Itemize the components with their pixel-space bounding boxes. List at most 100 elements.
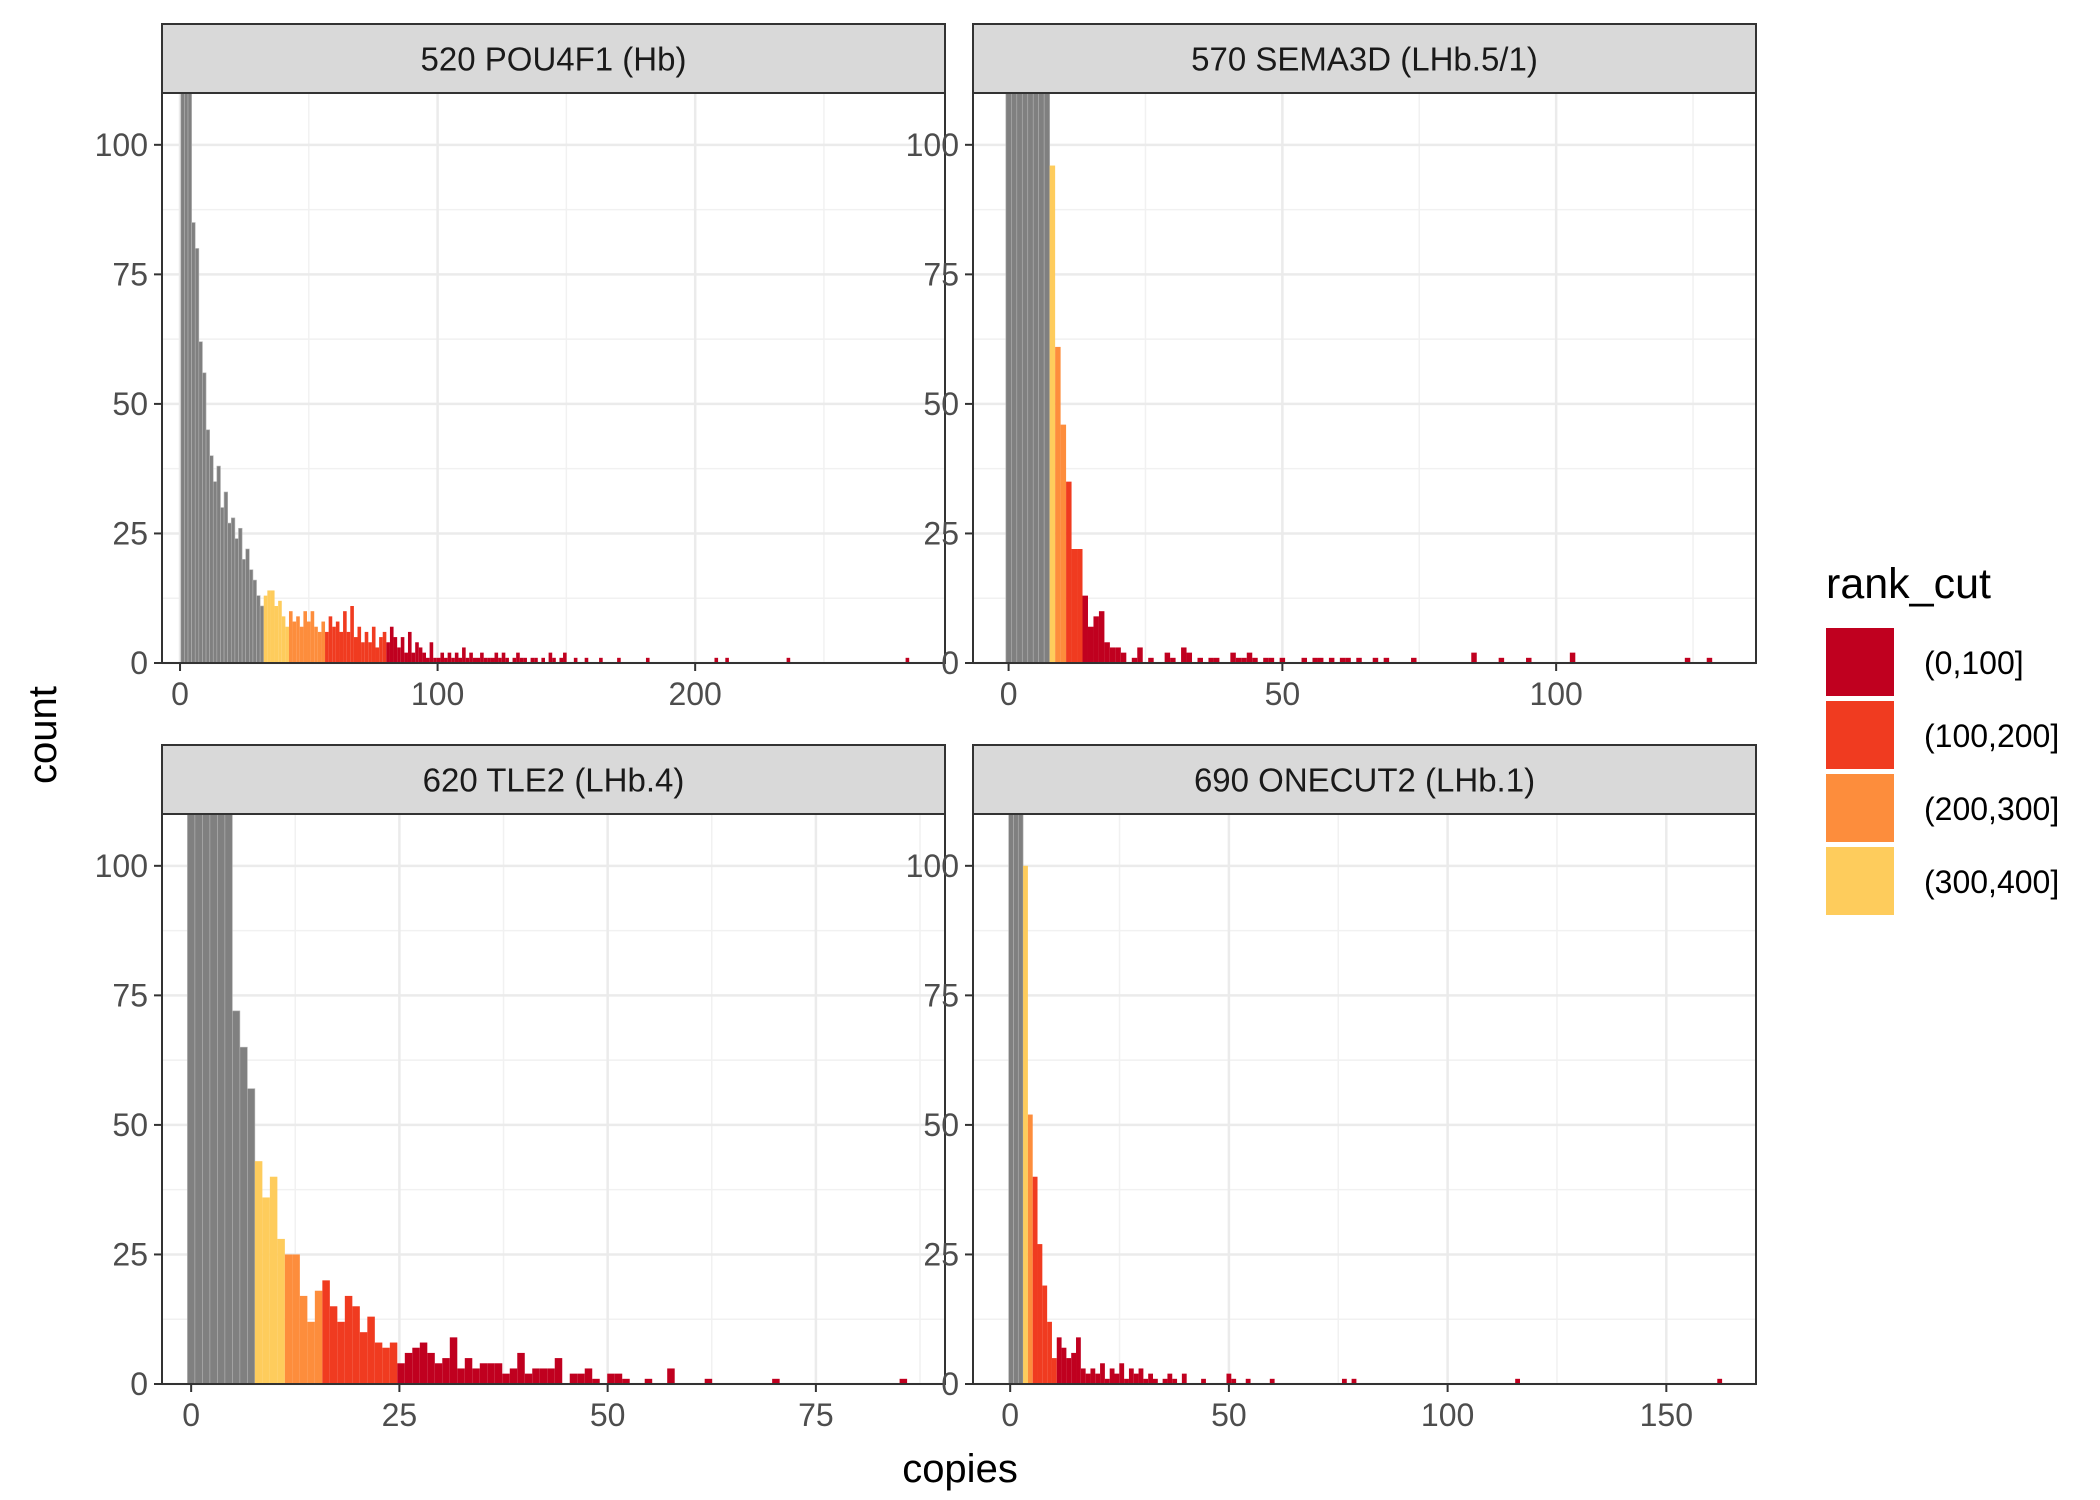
histogram-bar: [1252, 657, 1258, 663]
histogram-bar: [1005, 93, 1012, 663]
histogram-bar: [404, 1352, 413, 1384]
histogram-bar: [1027, 1114, 1033, 1384]
histogram-bar: [462, 647, 466, 663]
histogram-bar: [1226, 1373, 1232, 1384]
histogram-bar: [393, 637, 398, 663]
histogram-bar: [1051, 1358, 1057, 1384]
histogram-bar: [429, 642, 434, 663]
histogram-bar: [344, 1295, 353, 1384]
x-axis-title: copies: [902, 1447, 1018, 1491]
histogram-bar: [592, 1378, 600, 1384]
y-tick-label: 0: [941, 645, 959, 681]
histogram-bar: [519, 657, 524, 663]
histogram-bar: [184, 93, 189, 663]
histogram-bar: [1082, 595, 1088, 663]
histogram-bar: [1279, 657, 1286, 663]
histogram-bars: [1008, 814, 1723, 1384]
legend-title: rank_cut: [1826, 560, 1991, 608]
histogram-bar: [269, 1176, 278, 1384]
histogram-bar: [367, 1316, 375, 1384]
y-tick-label: 25: [112, 1236, 148, 1272]
histogram-bar: [379, 637, 383, 663]
histogram-bar: [1087, 626, 1094, 663]
histogram-bar: [1235, 657, 1242, 663]
histogram-bar: [539, 1368, 548, 1384]
histogram-bar: [1341, 1378, 1347, 1384]
histogram-bar: [1526, 657, 1532, 663]
histogram-bar: [1085, 1373, 1091, 1384]
histogram-bar: [1093, 616, 1099, 663]
histogram-bar: [1066, 1358, 1072, 1384]
histogram-bar: [1047, 1321, 1052, 1384]
histogram-bar: [494, 1363, 503, 1384]
histogram-bar: [353, 637, 358, 663]
histogram-bar: [905, 657, 910, 663]
histogram-bar: [212, 481, 218, 663]
histogram-bar: [238, 527, 243, 663]
histogram-bar: [194, 814, 203, 1384]
histogram-bar: [232, 1010, 241, 1384]
histogram-bar: [216, 465, 221, 663]
histogram-bar: [256, 595, 261, 663]
histogram-bar: [259, 605, 265, 663]
histogram-bar: [584, 1368, 593, 1384]
histogram-bar: [389, 1342, 398, 1384]
histogram-bar: [1328, 657, 1335, 663]
histogram-bar: [1098, 611, 1105, 663]
histogram-bar: [325, 631, 329, 663]
histogram-bar: [554, 1358, 563, 1384]
histogram-bar: [1027, 93, 1034, 663]
histogram-bar: [440, 652, 445, 663]
histogram-bar: [524, 1373, 533, 1384]
histogram-bar: [1569, 652, 1576, 663]
histogram-bar: [667, 1368, 675, 1384]
histogram-bar: [449, 1337, 458, 1384]
histogram-bar: [548, 652, 553, 663]
histogram-bar: [458, 657, 463, 663]
facet-panel-2: 570 SEMA3D (LHb.5/1) 0 25 50 75 100 0 50 100: [906, 23, 1757, 712]
histogram-bar: [404, 652, 408, 663]
histogram-bar: [1143, 1378, 1149, 1384]
histogram-bar: [281, 616, 286, 663]
histogram-bar: [234, 538, 239, 663]
histogram-bar: [479, 1363, 488, 1384]
histogram-bar: [217, 814, 226, 1384]
histogram-bar: [1339, 657, 1346, 663]
histogram-bar: [1208, 657, 1214, 663]
facet-strip: [161, 744, 946, 815]
x-tick-label: 50: [1211, 1397, 1247, 1433]
histogram-bar: [245, 548, 250, 663]
histogram-bar: [1164, 652, 1171, 663]
histogram-bar: [530, 657, 535, 663]
histogram-bar: [1148, 1373, 1154, 1384]
histogram-bar: [490, 657, 495, 663]
legend-key-200-300: [1826, 774, 1894, 842]
histogram-bar: [397, 1363, 405, 1384]
histogram-bar: [427, 1352, 435, 1384]
histogram-bar: [249, 569, 254, 663]
histogram-bar: [487, 1363, 495, 1384]
facet-panels: 520 POU4F1 (Hb) 0 25 50 75 100 0 100 200 570 SEMA…: [95, 23, 1757, 1433]
histogram-bar: [725, 657, 729, 663]
histogram-bar: [422, 652, 427, 663]
x-tick-label: 50: [590, 1397, 626, 1433]
histogram-bar: [411, 652, 416, 663]
histogram-bar: [321, 621, 326, 663]
histogram-bar: [1100, 1363, 1105, 1384]
histogram-bar: [180, 93, 185, 663]
histogram-bar: [239, 1046, 248, 1384]
histogram-bar: [397, 647, 401, 663]
histogram-bar: [357, 626, 362, 663]
x-tick-label: 0: [1001, 1397, 1019, 1433]
histogram-bar: [1071, 1352, 1077, 1384]
histogram-bar: [1172, 1378, 1178, 1384]
histogram-bar: [532, 1368, 540, 1384]
histogram-bar: [1038, 93, 1045, 663]
histogram-bars: [180, 93, 910, 663]
histogram-bar: [220, 507, 225, 663]
histogram-bar: [516, 652, 520, 663]
histogram-bar: [442, 1358, 450, 1384]
histogram-bar: [1013, 814, 1019, 1384]
histogram-bar: [1706, 657, 1713, 663]
x-tick-label: 25: [382, 1397, 418, 1433]
